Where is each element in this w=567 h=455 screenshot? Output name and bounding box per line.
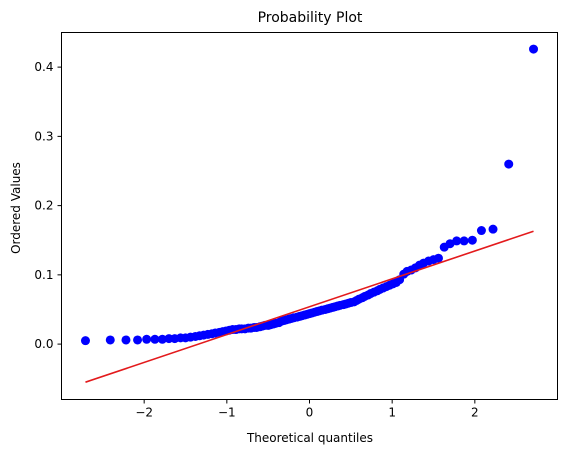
data-point xyxy=(504,159,514,169)
y-tick-label: 0.0 xyxy=(34,337,53,351)
x-tick-label: 2 xyxy=(471,406,479,420)
data-point xyxy=(459,236,469,246)
y-tick-label: 0.2 xyxy=(34,199,53,213)
fit-line xyxy=(85,230,534,383)
y-tick-label: 0.3 xyxy=(34,129,53,143)
x-axis-ticks: −2 −1 0 1 2 xyxy=(135,399,479,420)
x-tick-label: −1 xyxy=(218,406,236,420)
data-point xyxy=(105,335,115,345)
data-point xyxy=(467,235,477,245)
data-point xyxy=(150,334,160,344)
y-axis-ticks: 0.0 0.1 0.2 0.3 0.4 xyxy=(34,60,62,351)
data-point xyxy=(121,335,131,345)
y-tick-label: 0.4 xyxy=(34,60,53,74)
data-point xyxy=(433,253,443,263)
x-axis-label: Theoretical quantiles xyxy=(246,431,373,445)
data-point xyxy=(133,335,143,345)
data-point xyxy=(157,334,167,344)
x-tick-label: 1 xyxy=(388,406,396,420)
data-point xyxy=(452,236,462,246)
data-point xyxy=(488,224,498,234)
plot-frame xyxy=(61,32,558,400)
fit-line-layer xyxy=(85,230,534,383)
data-point xyxy=(80,336,90,346)
x-tick-label: −2 xyxy=(135,406,153,420)
data-point xyxy=(529,44,539,54)
y-tick-label: 0.1 xyxy=(34,268,53,282)
data-point xyxy=(142,334,152,344)
y-axis-label: Ordered Values xyxy=(9,162,23,254)
chart-title: Probability Plot xyxy=(258,10,363,26)
data-point xyxy=(476,226,486,236)
data-points xyxy=(80,44,539,346)
x-tick-label: 0 xyxy=(306,406,314,420)
